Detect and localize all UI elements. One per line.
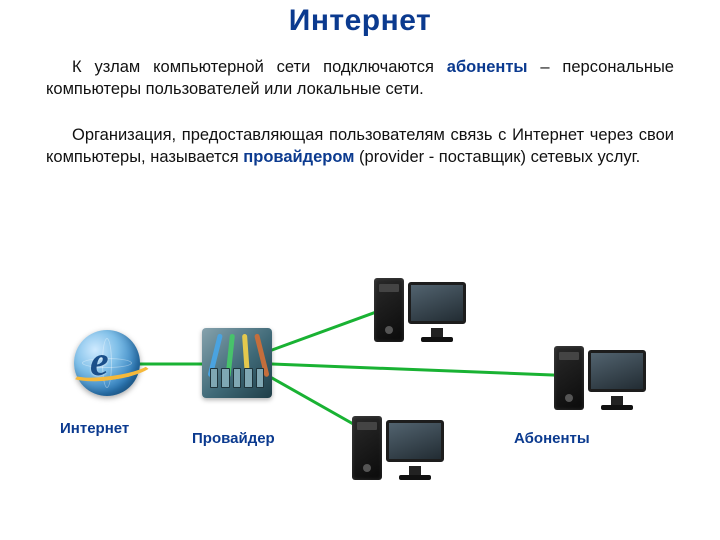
network-diagram: e Интернет Провайдер Абоненты: [40, 268, 680, 524]
paragraph-2: Организация, предоставляющая пользовател…: [46, 124, 674, 169]
p2-post: (provider - поставщик) сетевых услуг.: [354, 148, 640, 166]
page-title: Интернет: [0, 4, 720, 38]
internet-globe-icon: e: [74, 330, 144, 400]
provider-switch-icon: [202, 328, 272, 398]
paragraph-1: К узлам компьютерной сети подключаются а…: [46, 56, 674, 101]
subscribers-label: Абоненты: [514, 430, 590, 447]
slide-root: Интернет К узлам компьютерной сети подкл…: [0, 0, 720, 540]
term-provider: провайдером: [243, 148, 354, 166]
term-subscribers: абоненты: [447, 58, 528, 76]
p1-pre: К узлам компьютерной сети подключаются: [72, 58, 447, 76]
subscriber-computer-icon: [370, 270, 466, 342]
subscriber-computer-icon: [550, 338, 646, 410]
internet-label: Интернет: [60, 420, 129, 437]
subscriber-computer-icon: [348, 408, 444, 480]
provider-label: Провайдер: [192, 430, 275, 447]
